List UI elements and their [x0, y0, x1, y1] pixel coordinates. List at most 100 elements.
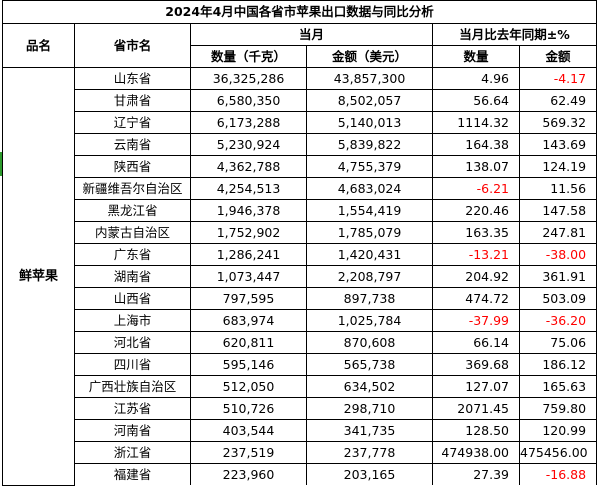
yoy-amount-cell: 124.19	[518, 155, 598, 178]
amount-cell: 298,710	[306, 397, 433, 420]
province-cell: 陕西省	[74, 155, 191, 178]
table-row: 湖南省 1,073,447 2,208,797 204.92 361.91	[3, 265, 598, 288]
qty-cell: 36,325,286	[190, 67, 307, 90]
yoy-qty-cell: 1114.32	[432, 111, 520, 134]
yoy-amount-cell: 165.63	[518, 375, 598, 398]
qty-cell: 510,726	[190, 397, 307, 420]
table-row: 浙江省 237,519 237,778 474938.00 475456.00	[3, 441, 598, 464]
header-qty: 数量（千克）	[190, 45, 307, 68]
amount-cell: 5,140,013	[306, 111, 433, 134]
table-row: 山西省 797,595 897,738 474.72 503.09	[3, 287, 598, 310]
province-cell: 广西壮族自治区	[74, 375, 191, 398]
qty-cell: 4,254,513	[190, 177, 307, 200]
yoy-qty-cell: -13.21	[432, 243, 520, 266]
yoy-amount-cell: 247.81	[518, 221, 598, 244]
yoy-amount-cell: 569.32	[518, 111, 598, 134]
yoy-qty-cell: 163.35	[432, 221, 520, 244]
header-amount: 金额（美元）	[306, 45, 433, 68]
qty-cell: 1,286,241	[190, 243, 307, 266]
yoy-qty-cell: 27.39	[432, 463, 520, 485]
yoy-amount-cell: 759.80	[518, 397, 598, 420]
yoy-amount-cell: 475456.00	[518, 441, 598, 464]
table-row: 鲜苹果 山东省 36,325,286 43,857,300 4.96 -4.17	[2, 67, 598, 486]
qty-cell: 237,519	[190, 441, 307, 464]
yoy-qty-cell: 66.14	[432, 331, 520, 354]
table-row: 云南省 5,230,924 5,839,822 164.38 143.69	[3, 133, 598, 156]
qty-cell: 595,146	[190, 353, 307, 376]
table-title: 2024年4月中国各省市苹果出口数据与同比分析	[1, 0, 598, 24]
amount-cell: 4,755,379	[306, 155, 433, 178]
qty-cell: 797,595	[190, 287, 307, 310]
province-cell: 辽宁省	[74, 111, 191, 134]
amount-cell: 565,738	[306, 353, 433, 376]
header-category: 品名	[2, 23, 75, 68]
amount-cell: 8,502,057	[306, 89, 433, 112]
qty-cell: 1,752,902	[190, 221, 307, 244]
province-cell: 福建省	[74, 463, 191, 485]
yoy-amount-cell: 11.56	[518, 177, 598, 200]
province-cell: 湖南省	[74, 265, 191, 288]
qty-cell: 223,960	[190, 463, 307, 485]
qty-cell: 512,050	[190, 375, 307, 398]
yoy-amount-cell: 361.91	[518, 265, 598, 288]
province-cell: 河南省	[74, 419, 191, 442]
amount-cell: 897,738	[306, 287, 433, 310]
province-cell: 新疆维吾尔自治区	[74, 177, 191, 200]
yoy-qty-cell: 138.07	[432, 155, 520, 178]
amount-cell: 1,420,431	[306, 243, 433, 266]
yoy-qty-cell: 204.92	[432, 265, 520, 288]
table-row: 新疆维吾尔自治区 4,254,513 4,683,024 -6.21 11.56	[3, 177, 598, 200]
amount-cell: 203,165	[306, 463, 433, 485]
row-selection-marker	[0, 152, 2, 176]
header-yoy: 当月比去年同期±%	[431, 23, 598, 46]
amount-cell: 5,839,822	[306, 133, 433, 156]
table-row: 河南省 403,544 341,735 128.50 120.99	[3, 419, 598, 442]
qty-cell: 1,946,378	[190, 199, 307, 222]
yoy-amount-cell: 75.06	[518, 331, 598, 354]
yoy-qty-cell: 56.64	[432, 89, 520, 112]
qty-cell: 620,811	[190, 331, 307, 354]
yoy-qty-cell: 369.68	[432, 353, 520, 376]
yoy-amount-cell: -36.20	[518, 309, 598, 332]
yoy-amount-cell: -16.88	[518, 463, 598, 485]
yoy-amount-cell: 503.09	[518, 287, 598, 310]
amount-cell: 43,857,300	[306, 67, 433, 90]
yoy-qty-cell: 4.96	[432, 67, 520, 90]
yoy-qty-cell: 474.72	[432, 287, 520, 310]
table-row: 甘肃省 6,580,350 8,502,057 56.64 62.49	[3, 89, 598, 112]
table-row: 广东省 1,286,241 1,420,431 -13.21 -38.00	[3, 243, 598, 266]
header-yoy-amount: 金额	[518, 45, 598, 68]
province-cell: 甘肃省	[74, 89, 191, 112]
table-row: 陕西省 4,362,788 4,755,379 138.07 124.19	[3, 155, 598, 178]
province-cell: 内蒙古自治区	[74, 221, 191, 244]
qty-cell: 1,073,447	[190, 265, 307, 288]
qty-cell: 5,230,924	[190, 133, 307, 156]
province-cell: 四川省	[74, 353, 191, 376]
header-current-month: 当月	[190, 23, 433, 46]
table-row: 广西壮族自治区 512,050 634,502 127.07 165.63	[3, 375, 598, 398]
table-row: 河北省 620,811 870,608 66.14 75.06	[3, 331, 598, 354]
province-cell: 广东省	[74, 243, 191, 266]
amount-cell: 237,778	[306, 441, 433, 464]
yoy-amount-cell: 120.99	[518, 419, 598, 442]
amount-cell: 2,208,797	[306, 265, 433, 288]
amount-cell: 341,735	[306, 419, 433, 442]
qty-cell: 4,362,788	[190, 155, 307, 178]
table-row: 辽宁省 6,173,288 5,140,013 1114.32 569.32	[3, 111, 598, 134]
amount-cell: 4,683,024	[306, 177, 433, 200]
province-cell: 浙江省	[74, 441, 191, 464]
table-row: 上海市 683,974 1,025,784 -37.99 -36.20	[3, 309, 598, 332]
yoy-qty-cell: 474938.00	[432, 441, 520, 464]
province-cell: 黑龙江省	[74, 199, 191, 222]
yoy-amount-cell: 186.12	[518, 353, 598, 376]
table-row: 四川省 595,146 565,738 369.68 186.12	[3, 353, 598, 376]
yoy-qty-cell: 2071.45	[432, 397, 520, 420]
province-cell: 江苏省	[74, 397, 191, 420]
yoy-amount-cell: -4.17	[518, 67, 598, 90]
province-cell: 山东省	[74, 67, 191, 90]
province-cell: 河北省	[74, 331, 191, 354]
amount-cell: 1,554,419	[306, 199, 433, 222]
province-cell: 云南省	[74, 133, 191, 156]
table-row: 黑龙江省 1,946,378 1,554,419 220.46 147.58	[3, 199, 598, 222]
header-province: 省市名	[74, 23, 191, 68]
